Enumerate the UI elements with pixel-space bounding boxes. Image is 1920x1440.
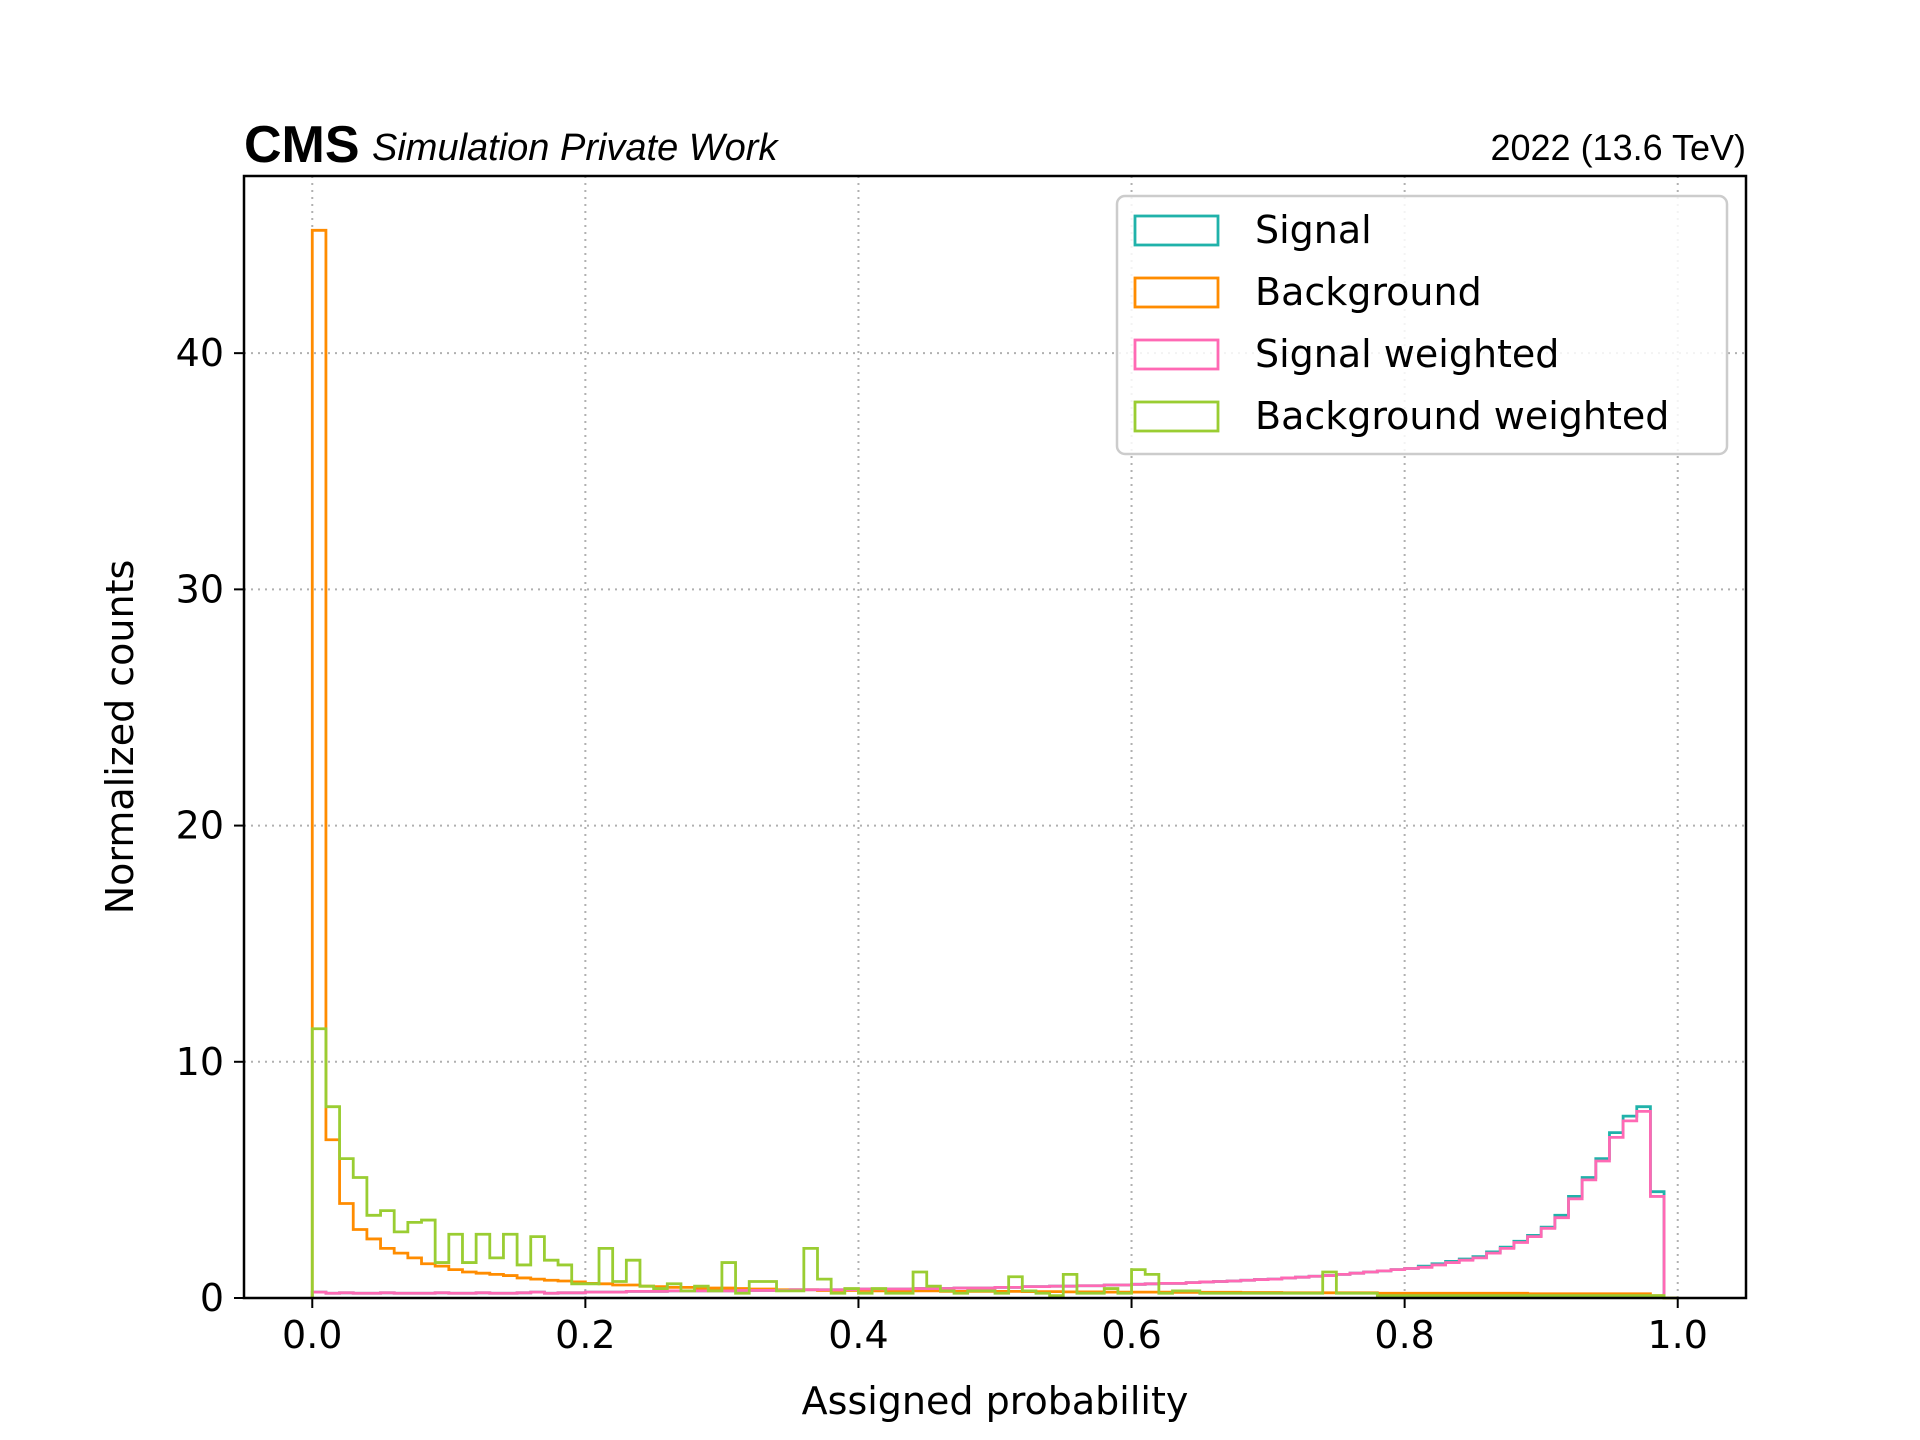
histogram-background (310, 228, 1678, 1300)
x-tick-label: 0.2 (555, 1313, 615, 1357)
histogram-signal-weighted (310, 1109, 1678, 1300)
x-tick-label: 0.8 (1374, 1313, 1434, 1357)
legend-label: Background weighted (1255, 394, 1669, 438)
cms-label: CMS (244, 116, 360, 174)
y-axis-ticks: 0 10 20 30 40 (176, 331, 244, 1320)
legend-label: Signal weighted (1255, 332, 1559, 376)
legend-swatch (1133, 214, 1220, 247)
histogram-signal (310, 1105, 1678, 1300)
y-axis-label: Normalized counts (98, 560, 142, 915)
x-tick-label: 0.0 (282, 1313, 342, 1357)
legend-box (1115, 194, 1729, 456)
legend: Signal Background Signal weighted Backgroun… (1115, 194, 1729, 456)
legend-swatch (1133, 400, 1220, 433)
y-tick-label: 20 (176, 804, 224, 848)
y-tick-label: 30 (176, 567, 224, 611)
x-tick-label: 1.0 (1648, 1313, 1708, 1357)
histogram-background-weighted (310, 1027, 1678, 1300)
x-tick-label: 0.4 (828, 1313, 888, 1357)
plot-frame (242, 174, 1748, 1300)
histograms (310, 228, 1678, 1300)
y-tick-label: 10 (176, 1040, 224, 1084)
x-tick-label: 0.6 (1101, 1313, 1161, 1357)
y-tick-label: 0 (200, 1276, 224, 1320)
legend-label: Signal (1255, 208, 1372, 252)
lumi-label: 2022 (13.6 TeV) (1490, 127, 1746, 168)
x-axis-ticks: 0.0 0.2 0.4 0.6 0.8 1.0 (282, 1298, 1708, 1357)
legend-swatch (1133, 276, 1220, 309)
simulation-label: Simulation Private Work (372, 127, 779, 169)
legend-label: Background (1255, 270, 1482, 314)
x-axis-label: Assigned probability (802, 1379, 1189, 1423)
y-tick-label: 40 (176, 331, 224, 375)
legend-swatch (1133, 338, 1220, 371)
